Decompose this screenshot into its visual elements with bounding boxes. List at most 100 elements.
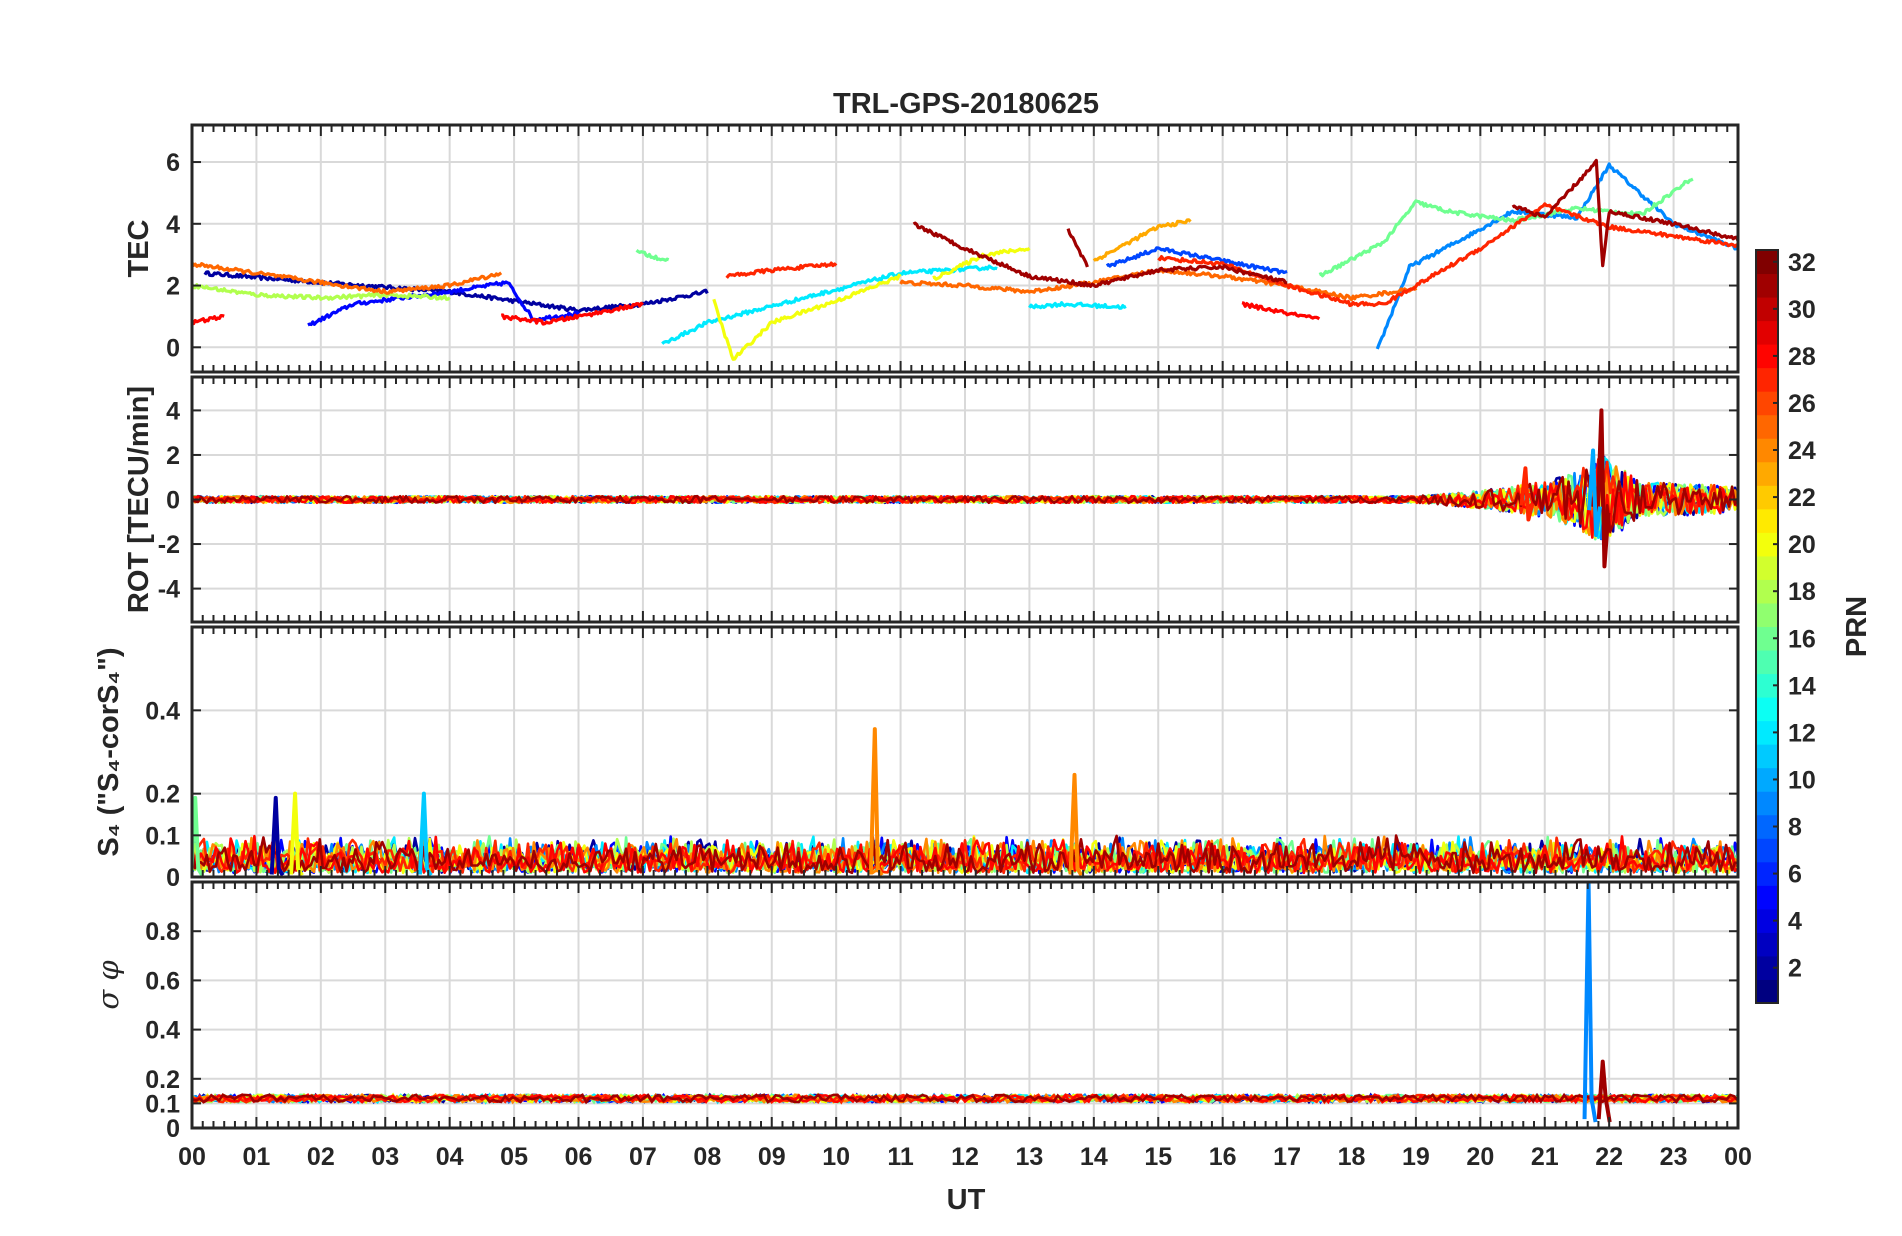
rot-spike-prn-10 [1587, 448, 1603, 538]
colorbar-tick-label: 6 [1788, 861, 1802, 889]
tec-series-prn-31 [912, 221, 1288, 288]
colorbar-segment [1756, 791, 1778, 816]
colorbar-tick-label: 2 [1788, 955, 1802, 983]
colorbar-segment [1756, 650, 1778, 675]
colorbar-segment [1756, 744, 1778, 769]
y-tick-label: 0.6 [145, 967, 180, 995]
y-tick-label: 0.1 [145, 1090, 180, 1118]
tec-series-prn-9 [1375, 162, 1738, 350]
tec-series-prn-28 [1241, 301, 1321, 321]
tec-series-prn-25 [192, 261, 503, 295]
x-tick-label: 22 [1595, 1143, 1623, 1171]
colorbar-segment [1756, 979, 1778, 1004]
colorbar-segment [1756, 555, 1778, 580]
x-tick-label: 00 [178, 1143, 206, 1171]
x-tick-label: 01 [243, 1143, 271, 1171]
colorbar-tick-label: 22 [1788, 484, 1816, 512]
x-tick-label: 07 [629, 1143, 657, 1171]
sigma_phi-spike-prn-31 [1596, 1059, 1612, 1123]
colorbar-segment [1756, 908, 1778, 933]
y-tick-label: 4 [166, 211, 180, 239]
colorbar-segment [1756, 579, 1778, 604]
grid [192, 627, 1738, 878]
x-ticks [191, 125, 1739, 372]
colorbar-segment [1756, 532, 1778, 557]
colorbar-tick-label: 10 [1788, 766, 1816, 794]
tec-series-prn-7 [1105, 246, 1288, 275]
colorbar-tick-label: 16 [1788, 625, 1816, 653]
colorbar-segment [1756, 438, 1778, 463]
colorbar-segment [1756, 767, 1778, 792]
y-tick-label: 0.8 [145, 918, 180, 946]
x-tick-label: 06 [565, 1143, 593, 1171]
colorbar-tick-label: 12 [1788, 719, 1816, 747]
tec-series-prn-28 [192, 314, 225, 326]
y-tick-label: 0.1 [145, 822, 180, 850]
colorbar-segment [1756, 861, 1778, 886]
y-tick-label: 0 [166, 1115, 180, 1143]
colorbar-tick-label: 18 [1788, 578, 1816, 606]
grid [192, 882, 1738, 1129]
x-tick-label: 12 [951, 1143, 979, 1171]
panel-tec: 0 2 4 6 TEC [123, 123, 1740, 374]
x-tick-label: 15 [1144, 1143, 1172, 1171]
colorbar-segment [1756, 344, 1778, 369]
tec-series-prn-28 [501, 301, 644, 326]
colorbar-segment [1756, 955, 1778, 980]
data-layer [192, 158, 1738, 361]
colorbar-segment [1756, 250, 1778, 275]
y-ticks: 0 2 4 6 [166, 149, 1738, 362]
y-ticks: -4 -2 0 2 4 [158, 397, 1738, 604]
colorbar-segment [1756, 838, 1778, 863]
colorbar-segment [1756, 461, 1778, 486]
x-tick-label: 14 [1080, 1143, 1108, 1171]
x-tick-label: 02 [307, 1143, 335, 1171]
colorbar-segment [1756, 297, 1778, 322]
panel-s4: 0 0.1 0.2 0.4 S₄ ("S₄-corS₄") [93, 625, 1740, 892]
colorbar-segment [1756, 508, 1778, 533]
x-tick-label: 10 [822, 1143, 850, 1171]
tec-series-prn-23 [1092, 218, 1192, 262]
data-layer [192, 882, 1738, 1123]
x-tick-label: 03 [371, 1143, 399, 1171]
x-axis-label: UT [947, 1184, 986, 1216]
tec-series-prn-18 [192, 283, 451, 301]
colorbar-segment [1756, 673, 1778, 698]
colorbar-tick-label: 32 [1788, 249, 1816, 277]
rot-spike-prn-27 [1519, 466, 1535, 522]
x-tick-label: 18 [1338, 1143, 1366, 1171]
colorbar-tick-label: 24 [1788, 437, 1816, 465]
s4-spike-prn-2 [269, 795, 285, 877]
y-tick-label: -4 [158, 576, 180, 604]
y-tick-label: 6 [166, 149, 180, 177]
x-tick-label: 17 [1273, 1143, 1301, 1171]
tec-series-prn-20 [712, 273, 902, 361]
x-tick-label: 04 [436, 1143, 464, 1171]
y-tick-label: 0.4 [145, 1017, 180, 1045]
x-ticks [191, 627, 1739, 877]
y-tick-label: -2 [158, 531, 180, 559]
y-tick-label: 0.2 [145, 1066, 180, 1094]
colorbar-tick-label: 14 [1788, 672, 1816, 700]
x-tick-label: 21 [1531, 1143, 1559, 1171]
tec-series-prn-20 [932, 246, 1031, 281]
x-tick-label: 13 [1016, 1143, 1044, 1171]
x-tick-label: 19 [1402, 1143, 1430, 1171]
colorbar-frame [1755, 249, 1779, 1004]
y-axis-label: S₄ ("S₄-corS₄") [93, 647, 125, 856]
colorbar-tick-label: 8 [1788, 814, 1802, 842]
y-tick-label: 2 [166, 273, 180, 301]
y-axis-label: σ φ [91, 960, 125, 1010]
y-tick-label: 2 [166, 442, 180, 470]
colorbar-segment [1756, 720, 1778, 745]
y-tick-label: 0 [166, 864, 180, 892]
colorbar-segment [1756, 391, 1778, 416]
x-ticks [191, 882, 1739, 1128]
panel-rot: -4 -2 0 2 4 ROT [TECU/min] [123, 375, 1740, 624]
y-ticks: 00.10.2 0.4 0.6 0.8 [145, 918, 1738, 1143]
colorbar-segment [1756, 697, 1778, 722]
tec-series-prn-16 [1318, 177, 1694, 278]
colorbar-tick-label: 4 [1788, 908, 1802, 936]
